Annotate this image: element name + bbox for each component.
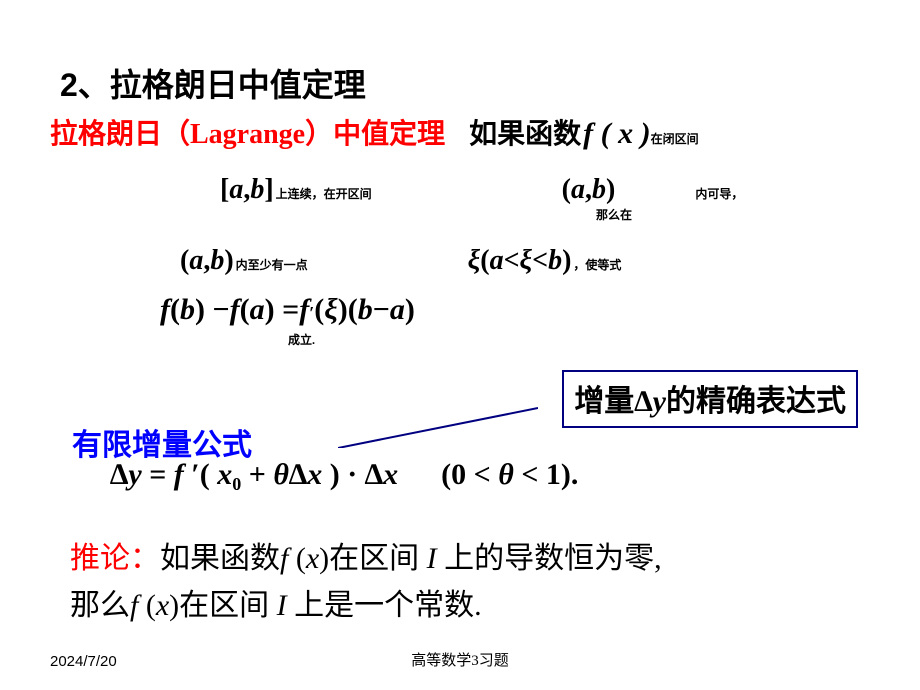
callout-box: 增量∆y的精确表达式	[562, 370, 858, 428]
tiny-text: ，使等式	[573, 256, 621, 273]
slide-content: 2、拉格朗日中值定理 拉格朗日（Lagrange）中值定理 如果函数 f ( x…	[0, 0, 920, 690]
tiny-text: 在闭区间	[651, 130, 699, 147]
theorem-intro: 如果函数	[469, 112, 581, 152]
tiny-text: 内至少有一点	[236, 256, 308, 273]
corollary-text: 推论：如果函数f (x)在区间 I 上的导数恒为零, 那么f (x)在区间 I …	[70, 536, 880, 629]
lagrange-formula: f (b) − f (a) = f ′(ξ)(b − a)	[160, 293, 870, 327]
corollary-lead: 推论：	[70, 542, 160, 575]
finite-increment-formula: ∆y = f ′( x0 + θ∆x ) · ∆x (0 < θ < 1).	[110, 458, 578, 495]
tiny-text: 内可导，	[695, 185, 743, 202]
interval-line-2: (a , b) 内至少有一点 ξ(a < ξ < b) ，使等式	[180, 245, 870, 277]
open-interval: )	[224, 245, 233, 277]
xi-condition: )	[562, 245, 571, 277]
tiny-conclusion: 成立.	[288, 327, 870, 348]
footer-title: 高等数学3习题	[0, 649, 920, 670]
closed-interval: ]	[264, 174, 273, 206]
theorem-name: 拉格朗日（Lagrange）中值定理	[50, 112, 445, 152]
theorem-title-line: 拉格朗日（Lagrange）中值定理 如果函数 f ( x ) 在闭区间	[50, 112, 870, 152]
tiny-mid-label: 那么在	[596, 202, 870, 223]
section-heading: 2、拉格朗日中值定理	[60, 60, 870, 106]
tiny-text: 上连续，在开区间	[276, 185, 372, 202]
callout-connector	[338, 406, 538, 448]
math-fx: f ( x )	[583, 117, 650, 151]
